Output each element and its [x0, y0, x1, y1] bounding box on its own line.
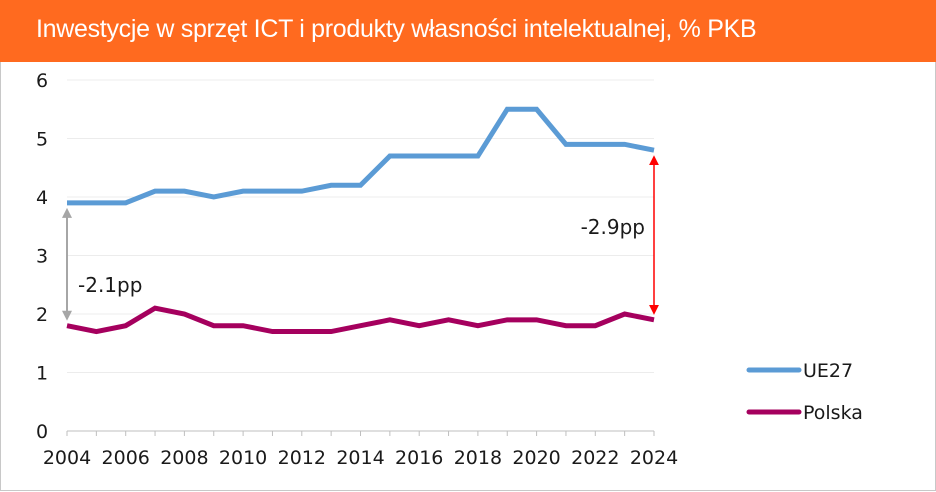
x-axis: 2004 2006 2008 2010 2012 2014 2016 2018 2020 2022…	[43, 430, 678, 469]
x-tick-label: 2006	[102, 447, 150, 469]
annotations: -2.1pp -2.9pp	[62, 155, 659, 321]
gap-label: -2.1pp	[78, 273, 142, 297]
y-axis: 0 1 2 3 4 5 6	[36, 70, 48, 443]
x-tick-label: 2016	[395, 447, 443, 469]
series-lines	[66, 106, 655, 335]
gridlines	[67, 79, 654, 373]
legend-label-ue27: UE27	[803, 360, 853, 382]
y-tick-label: 3	[36, 246, 48, 268]
x-tick-label: 2012	[278, 447, 326, 469]
y-tick-label: 5	[36, 129, 48, 151]
legend-label-polska: Polska	[803, 402, 863, 424]
x-tick-label: 2024	[630, 447, 678, 469]
legend: UE27 Polska	[746, 360, 863, 424]
chart-header: Inwestycje w sprzęt ICT i produkty własn…	[0, 0, 936, 62]
x-tick-label: 2010	[219, 447, 267, 469]
series-line-polska	[66, 305, 655, 335]
x-tick-label: 2020	[512, 447, 560, 469]
y-tick-label: 4	[36, 187, 48, 209]
x-tick-label: 2004	[43, 447, 91, 469]
y-tick-label: 6	[36, 70, 48, 92]
x-tick-label: 2008	[160, 447, 208, 469]
x-tick-label: 2014	[336, 447, 384, 469]
y-tick-label: 1	[36, 363, 48, 385]
chart-title: Inwestycje w sprzęt ICT i produkty własn…	[36, 15, 757, 43]
gap-label: -2.9pp	[581, 215, 645, 239]
x-tick-label: 2022	[571, 447, 619, 469]
series-line-ue27	[67, 106, 655, 206]
y-tick-label: 2	[36, 304, 48, 326]
y-tick-label: 0	[36, 421, 48, 443]
x-tick-label: 2018	[454, 447, 502, 469]
